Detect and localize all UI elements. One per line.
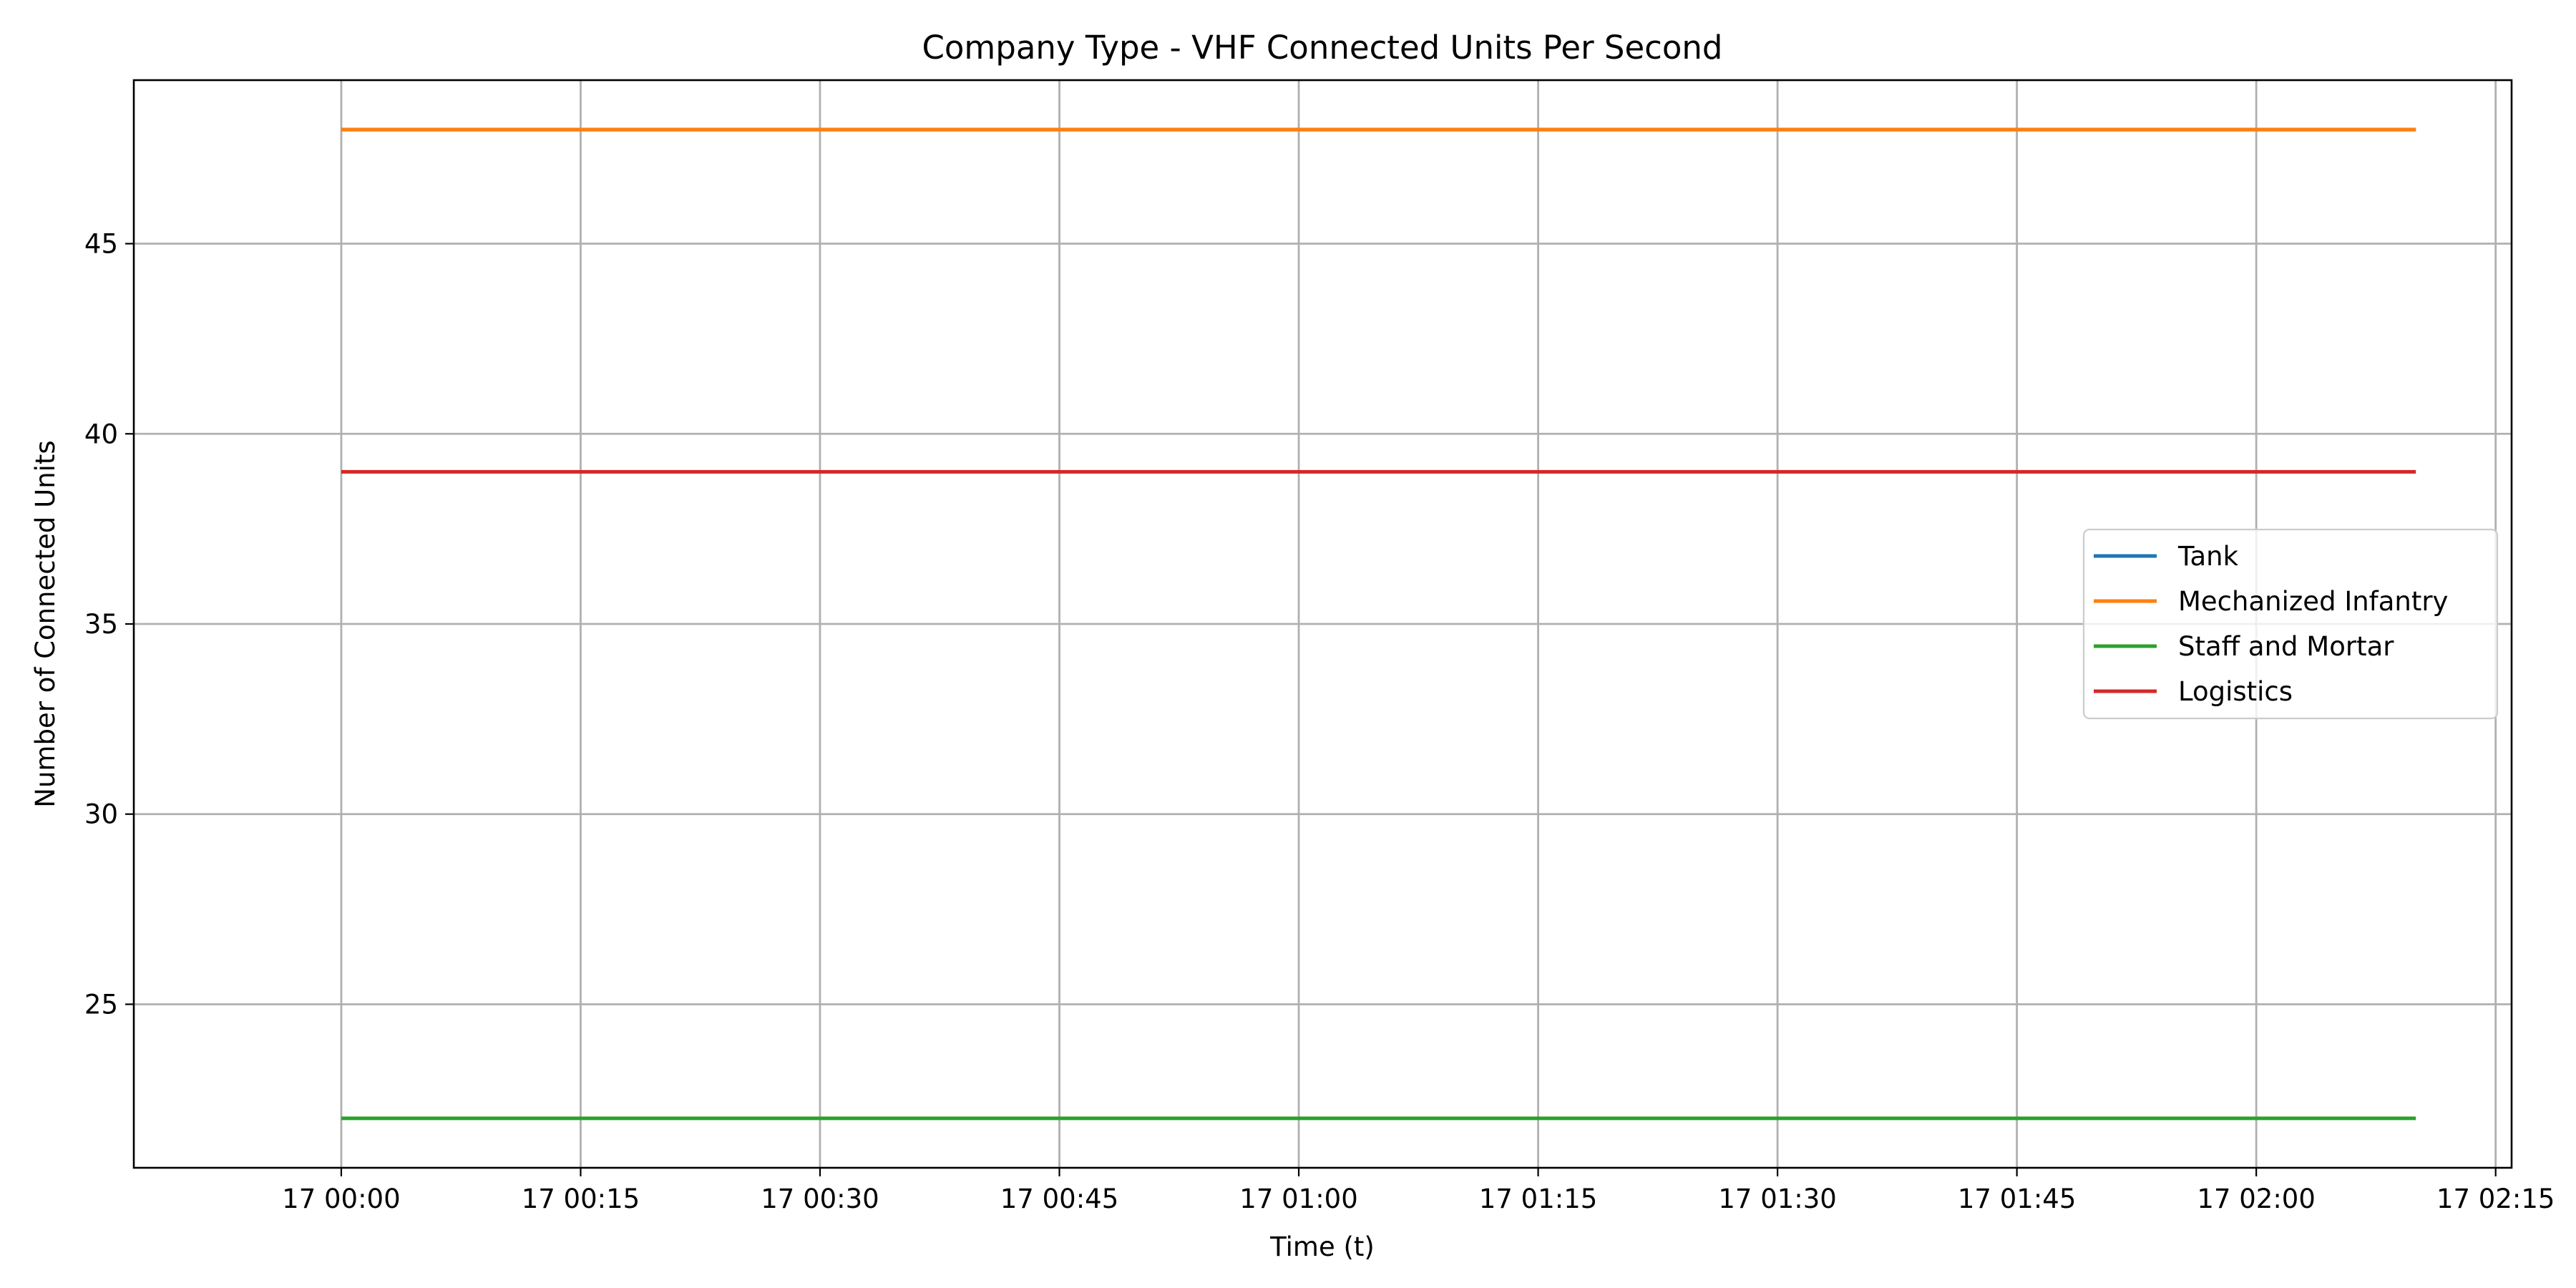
series-lines <box>341 127 2416 1121</box>
chart-title: Company Type - VHF Connected Units Per S… <box>922 29 1722 67</box>
legend-label: Tank <box>2177 541 2239 572</box>
x-tick-label: 17 00:45 <box>1000 1184 1118 1214</box>
x-tick-label: 17 00:30 <box>761 1184 879 1214</box>
y-tick-label: 40 <box>84 419 118 449</box>
x-tick-label: 17 01:30 <box>1718 1184 1836 1214</box>
y-tick-label: 35 <box>84 609 118 640</box>
x-axis-label: Time (t) <box>1269 1231 1375 1262</box>
legend-label: Logistics <box>2178 676 2293 707</box>
x-tick-label: 17 01:15 <box>1479 1184 1597 1214</box>
x-tick-label: 17 00:00 <box>282 1184 400 1214</box>
y-tick-label: 45 <box>84 229 118 260</box>
x-tick-label: 17 02:15 <box>2436 1184 2555 1214</box>
x-tick-label: 17 00:15 <box>522 1184 640 1214</box>
legend-box <box>2082 528 2499 720</box>
y-tick-label: 30 <box>84 799 118 830</box>
axis-ticks: 17 00:00 17 00:15 17 00:30 17 00:45 17 01:00… <box>84 229 2555 1214</box>
x-tick-label: 17 01:45 <box>1958 1184 2076 1214</box>
legend: Tank Mechanized Infantry Staff and Mortar L… <box>2082 528 2499 720</box>
x-tick-label: 17 01:00 <box>1239 1184 1357 1214</box>
legend-label: Mechanized Infantry <box>2178 586 2448 617</box>
y-axis-label: Number of Connected Units <box>30 440 61 807</box>
legend-label: Staff and Mortar <box>2178 631 2394 662</box>
x-tick-label: 17 02:00 <box>2197 1184 2315 1214</box>
y-tick-label: 25 <box>84 989 118 1020</box>
